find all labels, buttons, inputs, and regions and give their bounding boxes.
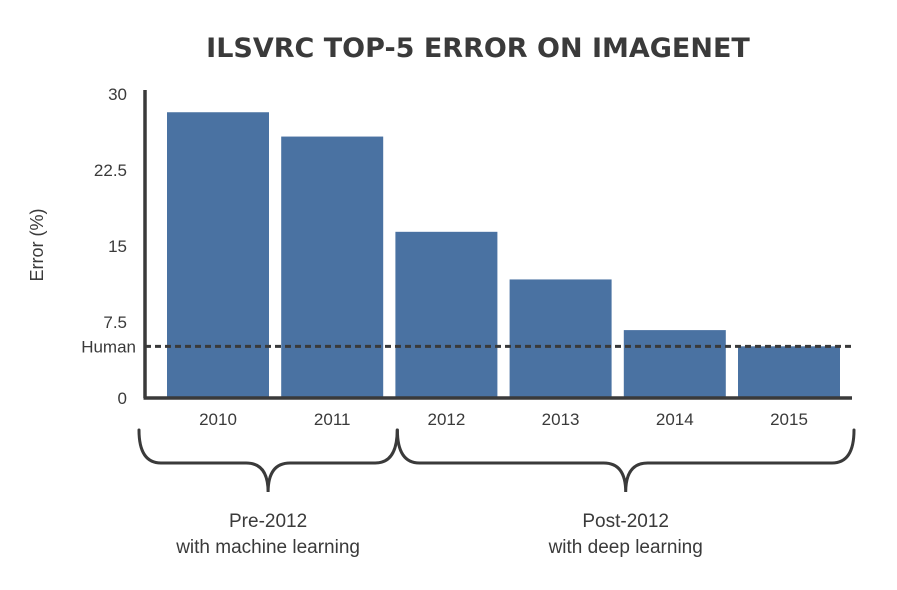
y-tick-label: 30 bbox=[108, 85, 127, 104]
y-ticks: 0 7.5 15 22.5 30 bbox=[94, 85, 127, 408]
bar-2011 bbox=[281, 136, 384, 398]
bar-2014 bbox=[623, 330, 726, 398]
x-tick-label: 2012 bbox=[427, 410, 465, 429]
human-reference: Human bbox=[81, 337, 852, 356]
x-tick-label: 2015 bbox=[770, 410, 808, 429]
bar-2015 bbox=[738, 346, 840, 398]
group-brace bbox=[137, 428, 399, 493]
group-label-title: Post-2012 bbox=[582, 511, 669, 532]
y-tick-label: 7.5 bbox=[103, 313, 127, 332]
x-tick-label: 2011 bbox=[314, 410, 351, 429]
group-brace bbox=[395, 428, 856, 493]
group-label-title: Pre-2012 bbox=[229, 511, 307, 532]
group-braces: Pre-2012 with machine learning Post-2012 wi… bbox=[137, 428, 856, 558]
y-axis-label: Error (%) bbox=[27, 209, 47, 282]
x-tick-label: 2014 bbox=[656, 410, 694, 429]
y-tick-label: 0 bbox=[118, 389, 127, 408]
x-tick-label: 2013 bbox=[542, 410, 580, 429]
y-tick-label: 22.5 bbox=[94, 161, 127, 180]
bar-2012 bbox=[395, 231, 498, 398]
x-ticks: 2010 2011 2012 2013 2014 2015 bbox=[199, 410, 808, 429]
group-label-subtitle: with machine learning bbox=[175, 537, 360, 558]
x-tick-label: 2010 bbox=[199, 410, 237, 429]
bars bbox=[167, 112, 840, 399]
y-tick-label: 15 bbox=[108, 237, 127, 256]
axes bbox=[143, 90, 852, 400]
chart-title: ILSVRC TOP-5 ERROR ON IMAGENET bbox=[206, 33, 750, 64]
bar-2013 bbox=[509, 279, 612, 398]
bar-2010 bbox=[167, 112, 269, 399]
human-reference-label: Human bbox=[81, 337, 136, 356]
group-label-subtitle: with deep learning bbox=[548, 537, 703, 558]
